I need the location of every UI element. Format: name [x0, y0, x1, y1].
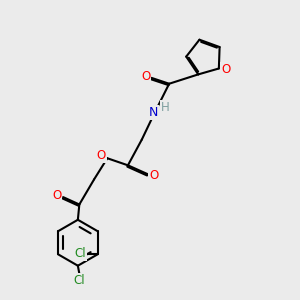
- Text: H: H: [161, 101, 170, 114]
- Text: O: O: [149, 169, 159, 182]
- Text: O: O: [96, 149, 106, 162]
- Text: N: N: [148, 106, 158, 119]
- Text: Cl: Cl: [74, 274, 85, 287]
- Text: O: O: [52, 189, 61, 202]
- Text: Cl: Cl: [74, 247, 86, 260]
- Text: O: O: [141, 70, 150, 83]
- Text: O: O: [222, 64, 231, 76]
